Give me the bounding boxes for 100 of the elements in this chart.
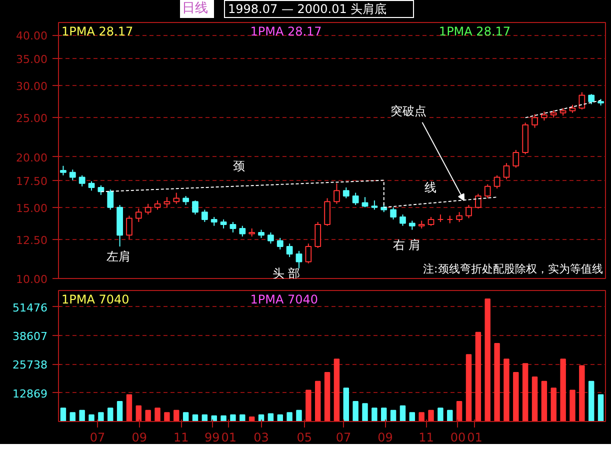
y-tick-label: 20.00 <box>16 151 48 164</box>
bar <box>145 410 151 422</box>
bar <box>560 358 566 422</box>
bar <box>466 354 472 422</box>
bar <box>126 394 132 422</box>
y-tick-label: 12869 <box>12 387 48 400</box>
y-tick-label: 12.50 <box>16 234 48 247</box>
y-tick-label: 10.00 <box>16 273 48 286</box>
candlestick <box>305 243 312 264</box>
bar <box>532 376 538 422</box>
bar <box>456 400 462 422</box>
bar <box>60 408 66 422</box>
bar <box>286 412 292 422</box>
bar <box>418 412 424 422</box>
candlestick <box>484 184 491 199</box>
annotation: 右 肩 <box>392 238 421 252</box>
x-tick-label: 09 <box>132 430 147 444</box>
bar <box>306 390 312 422</box>
annotation: 突破点 <box>390 104 427 118</box>
bar <box>513 372 519 422</box>
candlestick <box>182 196 190 206</box>
annotation: 线 <box>424 180 436 195</box>
bar <box>334 358 340 422</box>
bar <box>108 408 114 422</box>
candlestick <box>154 200 161 210</box>
candlestick <box>60 165 66 176</box>
annotation: 1PMA 7040 <box>62 292 130 306</box>
bar <box>381 408 387 422</box>
candlestick <box>107 189 114 210</box>
bar <box>550 388 556 422</box>
candlestick <box>456 212 463 222</box>
bar <box>352 400 358 422</box>
bar <box>588 380 594 422</box>
y-tick-label: 40.00 <box>16 30 48 43</box>
x-tick-label: 07 <box>90 430 106 444</box>
candlestick <box>532 114 538 128</box>
candlestick <box>78 174 86 187</box>
candlestick <box>192 200 198 215</box>
candlestick <box>400 214 406 226</box>
chart-title: 1998.07 — 2000.01 头肩底 <box>228 1 387 17</box>
bar <box>164 412 170 422</box>
bar <box>504 358 510 422</box>
x-tick-label: 03 <box>254 430 269 444</box>
bar <box>174 410 180 422</box>
annotation: 1PMA 7040 <box>250 292 318 306</box>
candlestick <box>494 174 500 189</box>
bar <box>268 413 274 422</box>
candlestick <box>390 206 396 220</box>
bar <box>598 394 604 422</box>
candlestick <box>503 162 510 180</box>
x-tick-label: 07 <box>336 430 352 444</box>
candlestick <box>342 186 350 199</box>
y-tick-label: 25.00 <box>16 112 48 126</box>
candlestick <box>352 192 359 206</box>
candlestick <box>173 192 180 204</box>
y-tick-label: 35.00 <box>16 53 48 66</box>
bar <box>409 412 416 422</box>
y-tick-label: 15.00 <box>16 202 48 215</box>
candlestick <box>220 218 227 229</box>
x-tick-label: 09 <box>378 430 393 444</box>
candlestick <box>371 200 378 210</box>
bar <box>447 410 453 422</box>
x-tick-label: 99 <box>204 430 220 444</box>
candlestick <box>126 215 132 240</box>
candlestick <box>362 196 368 208</box>
candlestick <box>512 149 520 168</box>
bar <box>136 405 142 422</box>
bar <box>116 400 123 422</box>
candlestick <box>276 237 284 250</box>
x-tick-label: 05 <box>296 430 312 444</box>
candlestick <box>88 180 95 192</box>
candlestick <box>324 198 330 226</box>
candlestick <box>314 221 322 248</box>
candlestick <box>69 169 76 181</box>
candlestick <box>239 225 246 238</box>
y-tick-label: 17.50 <box>16 174 48 188</box>
bar <box>579 365 585 422</box>
bar <box>372 408 378 422</box>
bar <box>400 405 406 422</box>
annotation: 颈 <box>233 158 246 173</box>
bar <box>390 410 396 422</box>
candlestick <box>466 204 472 219</box>
bar <box>154 408 160 422</box>
bar <box>88 414 94 422</box>
x-tick-label: 11 <box>173 430 189 444</box>
annotation: 1PMA 28.17 <box>438 24 511 38</box>
y-tick-label: 25738 <box>12 358 48 372</box>
bar <box>541 380 548 422</box>
bar <box>494 343 500 422</box>
bar <box>522 363 528 422</box>
bar <box>343 388 350 422</box>
bar <box>314 380 321 422</box>
bar <box>296 410 302 422</box>
candlestick <box>201 209 208 222</box>
x-tick-label: 01 <box>467 430 482 444</box>
annotation: 1PMA 28.17 <box>62 24 134 38</box>
bar <box>475 332 482 422</box>
chart-subtitle: 日线 <box>182 0 208 18</box>
bar <box>362 403 368 422</box>
x-tick-label: 11 <box>418 430 434 444</box>
